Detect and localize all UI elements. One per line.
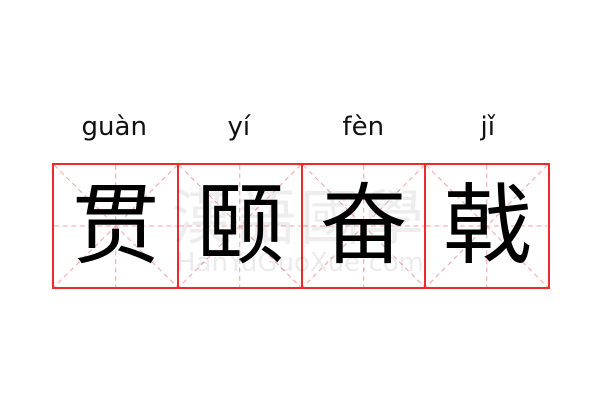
guide-lines <box>54 165 178 287</box>
pinyin-row: guàn yí fèn jǐ <box>52 112 550 142</box>
character-3: 奋 <box>319 174 408 277</box>
grid-cell: 贯 <box>54 165 178 287</box>
character-4: 戟 <box>443 174 532 277</box>
grid-cell: 奋 <box>300 165 425 287</box>
pinyin-3: fèn <box>342 112 385 142</box>
guide-lines <box>426 165 548 287</box>
character-2: 颐 <box>196 174 285 277</box>
character-1: 贯 <box>71 174 160 277</box>
guide-lines <box>179 165 301 287</box>
grid-cell: 戟 <box>424 165 548 287</box>
grid-cell: 颐 <box>177 165 301 287</box>
character-grid: 贯 颐 奋 戟 <box>52 163 550 289</box>
guide-lines <box>302 165 425 287</box>
pinyin-4: jǐ <box>480 112 495 142</box>
pinyin-2: yí <box>227 112 251 142</box>
pinyin-1: guàn <box>81 112 147 142</box>
